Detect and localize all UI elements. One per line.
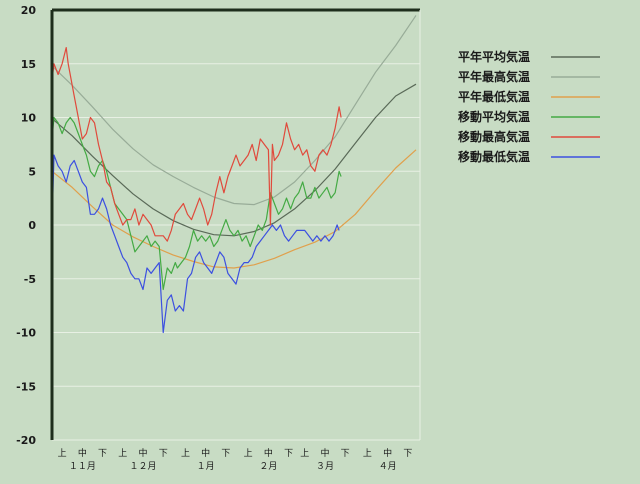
x-period-label: 下 [98, 449, 107, 459]
x-period-label: 上 [244, 448, 253, 459]
x-month-label: １月 [197, 461, 215, 472]
x-period-label: 中 [320, 447, 329, 459]
x-period-label: 下 [403, 449, 412, 459]
y-tick-label: 15 [21, 58, 36, 71]
x-period-label: 上 [58, 448, 67, 459]
series-line-5 [51, 46, 342, 242]
y-tick-label: 0 [28, 219, 36, 232]
y-tick-label: -20 [16, 434, 36, 447]
x-period-label: 下 [341, 449, 350, 459]
x-period-label: 中 [138, 447, 147, 459]
x-month-label: ２月 [259, 461, 277, 472]
y-tick-label: -15 [16, 380, 36, 393]
x-period-label: 中 [201, 447, 210, 459]
y-tick-label: 20 [21, 4, 37, 17]
series-line-4 [51, 116, 342, 291]
x-period-label: 下 [221, 449, 230, 459]
axes [50, 8, 421, 440]
y-tick-label: -10 [16, 327, 36, 340]
legend-label: 移動最高気温 [458, 129, 530, 144]
x-axis-labels: 上中下上中下上中下上中下上中下上中下１１月 １２月 １月 ２月 ３月 ４月 [58, 447, 413, 472]
x-period-label: 中 [383, 447, 392, 459]
x-period-label: 下 [159, 449, 168, 459]
series-lines [51, 15, 417, 334]
legend-label: 移動最低気温 [458, 149, 530, 164]
y-tick-label: 10 [21, 112, 37, 125]
x-period-label: 下 [284, 449, 293, 459]
x-period-label: 中 [78, 447, 87, 459]
x-month-label: １１月 [69, 461, 96, 472]
x-month-label: １２月 [129, 461, 156, 472]
x-period-label: 中 [264, 447, 273, 459]
grid [52, 9, 420, 441]
legend-label: 平年最高気温 [458, 69, 530, 84]
x-month-label: ４月 [379, 461, 397, 472]
y-tick-label: 5 [28, 165, 36, 178]
x-period-label: 上 [181, 448, 190, 459]
x-period-label: 上 [300, 448, 309, 459]
series-line-3 [51, 149, 417, 269]
y-tick-label: -5 [24, 273, 36, 286]
x-period-label: 上 [363, 448, 372, 459]
series-line-2 [51, 15, 417, 206]
series-line-6 [51, 154, 340, 334]
x-month-label: ３月 [316, 461, 334, 472]
y-axis-ticks: -20 -15 -10 -5 0 5 10 15 20 [16, 4, 36, 447]
legend-label: 平年最低気温 [458, 89, 530, 104]
x-period-label: 上 [118, 448, 127, 459]
legend-label: 移動平均気温 [458, 109, 530, 124]
legend-label: 平年平均気温 [458, 49, 530, 64]
